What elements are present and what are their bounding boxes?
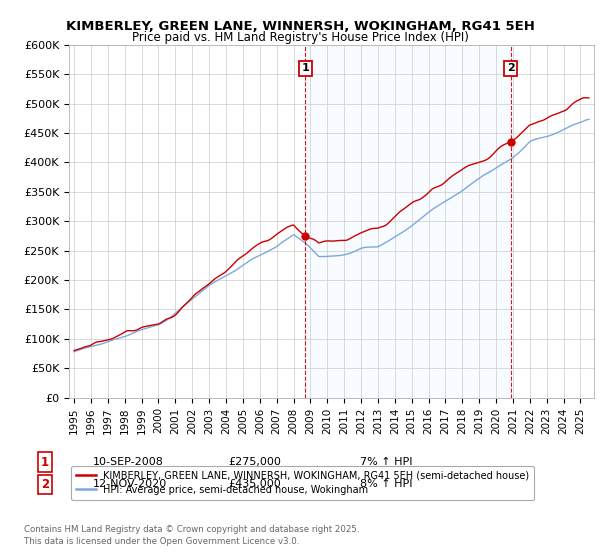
Text: £435,000: £435,000 [228,479,281,489]
Text: Contains HM Land Registry data © Crown copyright and database right 2025.
This d: Contains HM Land Registry data © Crown c… [24,525,359,546]
Text: 7% ↑ HPI: 7% ↑ HPI [360,457,413,467]
Text: 1: 1 [41,455,49,469]
Text: 10-SEP-2008: 10-SEP-2008 [93,457,164,467]
Legend: KIMBERLEY, GREEN LANE, WINNERSH, WOKINGHAM, RG41 5EH (semi-detached house), HPI:: KIMBERLEY, GREEN LANE, WINNERSH, WOKINGH… [71,466,535,500]
Text: KIMBERLEY, GREEN LANE, WINNERSH, WOKINGHAM, RG41 5EH: KIMBERLEY, GREEN LANE, WINNERSH, WOKINGH… [65,20,535,32]
Text: 12-NOV-2020: 12-NOV-2020 [93,479,167,489]
Text: 8% ↑ HPI: 8% ↑ HPI [360,479,413,489]
Text: £275,000: £275,000 [228,457,281,467]
Bar [305,45,511,398]
Text: 1: 1 [301,63,309,73]
Text: Price paid vs. HM Land Registry's House Price Index (HPI): Price paid vs. HM Land Registry's House … [131,31,469,44]
Text: 2: 2 [507,63,515,73]
Text: 2: 2 [41,478,49,491]
